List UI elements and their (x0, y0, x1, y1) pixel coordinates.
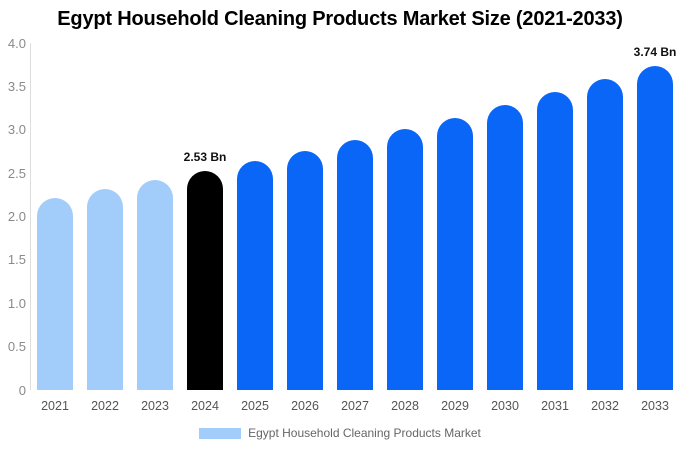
bar-value-label: 3.74 Bn (633, 44, 677, 59)
x-axis-tick-label: 2033 (641, 399, 669, 413)
y-axis-line (30, 43, 31, 390)
x-axis-tick-label: 2024 (191, 399, 219, 413)
x-axis-tick-label: 2030 (491, 399, 519, 413)
y-axis-tick-label: 2.0 (7, 209, 26, 224)
y-axis-tick-label: 0 (18, 382, 26, 398)
bar-2023 (137, 180, 173, 390)
bar-2027 (337, 140, 373, 390)
x-axis-tick-label: 2032 (591, 399, 619, 413)
bar-value-label: 2.53 Bn (183, 149, 227, 164)
x-axis-tick-label: 2022 (91, 399, 119, 413)
x-axis-tick-label: 2025 (241, 399, 269, 413)
bar-2031 (537, 92, 573, 390)
bar-2021 (37, 198, 73, 390)
chart-legend: Egypt Household Cleaning Products Market (0, 426, 680, 440)
bar-2024 (187, 170, 223, 390)
bar-2025 (237, 160, 273, 390)
y-axis-tick-label: 0.5 (7, 339, 26, 355)
y-axis-tick-label: 2.5 (7, 165, 26, 181)
x-axis-tick-label: 2028 (391, 399, 419, 413)
y-axis-tick-label: 3.5 (7, 78, 26, 94)
y-axis-tick-label: 4.0 (7, 35, 26, 51)
x-axis-tick-label: 2029 (441, 399, 469, 413)
y-axis-tick-label: 1.5 (7, 252, 26, 268)
bar-2032 (587, 79, 623, 390)
legend-label: Egypt Household Cleaning Products Market (248, 426, 481, 440)
y-axis-tick-label: 3.0 (7, 122, 26, 138)
bar-2030 (487, 105, 523, 390)
bar-2022 (87, 188, 123, 390)
x-axis-tick-label: 2023 (141, 399, 169, 413)
bar-2028 (387, 128, 423, 390)
bar-2026 (287, 150, 323, 390)
bar-2033 (637, 65, 673, 390)
x-axis-tick-label: 2026 (291, 399, 319, 413)
bar-2029 (437, 117, 473, 390)
legend-swatch (199, 427, 242, 439)
x-axis-tick-label: 2021 (41, 399, 69, 413)
y-axis-tick-label: 1.0 (7, 295, 26, 311)
x-axis-tick-label: 2031 (541, 399, 569, 413)
chart-title: Egypt Household Cleaning Products Market… (57, 8, 623, 30)
x-axis-tick-label: 2027 (341, 399, 369, 413)
